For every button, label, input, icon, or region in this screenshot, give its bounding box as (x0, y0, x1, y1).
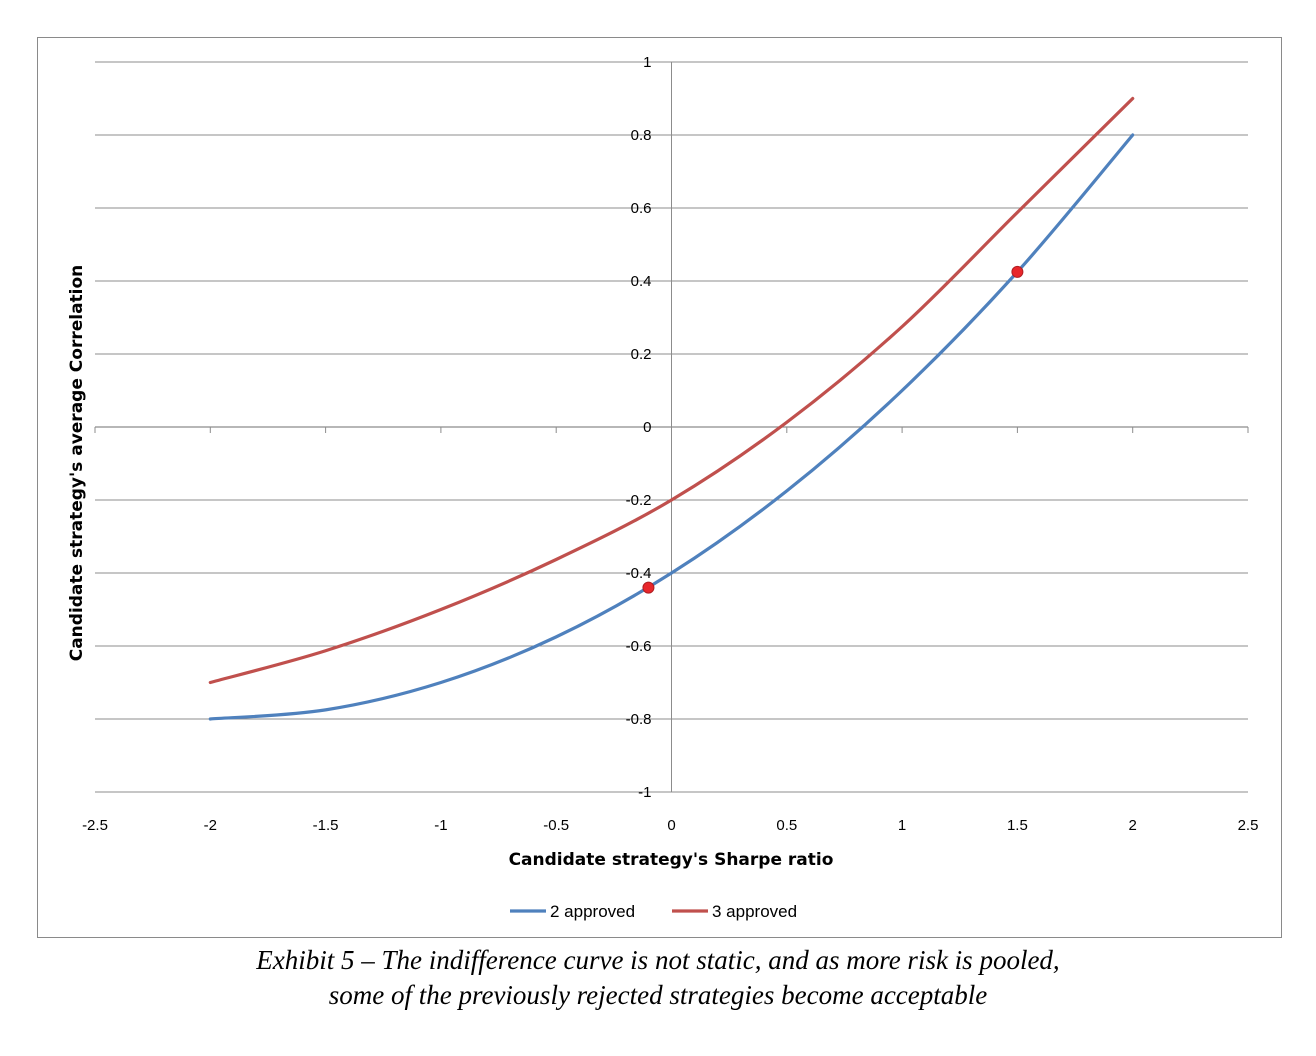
x-tick-label: -2.5 (82, 817, 108, 834)
series-lines (208, 96, 1135, 721)
y-tick-label: -0.8 (626, 711, 652, 728)
y-tick-label: 1 (643, 54, 651, 71)
x-tick-label: -1.5 (313, 817, 339, 834)
rejected-candidate-point (642, 581, 655, 594)
y-tick-label: 0 (643, 419, 651, 436)
axes (94, 62, 1249, 792)
tick-labels: 1 0.8 0.6 0.4 0.2 0 -0.2 -0.4 -0.6 -0.8 -1 -2.5 -2 -1… (82, 54, 1258, 834)
x-tick-label: 2 (1129, 817, 1137, 834)
legend-label-2: 3 approved (712, 902, 797, 921)
accepted-candidate-point (1011, 265, 1024, 278)
y-tick-label: -1 (638, 784, 651, 801)
chart-svg: 1 0.8 0.6 0.4 0.2 0 -0.2 -0.4 -0.6 -0.8 -1 -2.5 -2 -1… (67, 54, 1258, 921)
y-tick-label: 0.8 (631, 127, 652, 144)
y-tick-label: -0.6 (626, 638, 652, 655)
caption-line-1: Exhibit 5 – The indifference curve is no… (256, 945, 1060, 975)
x-tick-label: -2 (204, 817, 217, 834)
y-axis-title: Candidate strategy's average Correlation (67, 265, 87, 662)
x-tick-label: -0.5 (543, 817, 569, 834)
chart-frame: 1 0.8 0.6 0.4 0.2 0 -0.2 -0.4 -0.6 -0.8 -1 -2.5 -2 -1… (37, 37, 1282, 938)
x-tick-label: 1.5 (1007, 817, 1028, 834)
x-tick-label: -1 (434, 817, 447, 834)
x-tick-label: 0 (667, 817, 675, 834)
series-line-2 (208, 96, 1135, 685)
legend-label-1: 2 approved (550, 902, 635, 921)
x-tick-label: 2.5 (1238, 817, 1259, 834)
x-axis-title: Candidate strategy's Sharpe ratio (509, 850, 834, 870)
x-tick-label: 0.5 (776, 817, 797, 834)
y-tick-label: 0.2 (631, 346, 652, 363)
series-line-1 (208, 133, 1135, 721)
y-tick-label: -0.4 (626, 565, 652, 582)
y-tick-label: 0.6 (631, 200, 652, 217)
legend: 2 approved 3 approved (510, 902, 797, 921)
caption-line-2: some of the previously rejected strategi… (328, 980, 988, 1010)
y-tick-label: 0.4 (631, 273, 652, 290)
x-tick-label: 1 (898, 817, 906, 834)
y-tick-label: -0.2 (626, 492, 652, 509)
figure-caption: Exhibit 5 – The indifference curve is no… (0, 943, 1316, 1013)
marker-points (642, 265, 1024, 594)
